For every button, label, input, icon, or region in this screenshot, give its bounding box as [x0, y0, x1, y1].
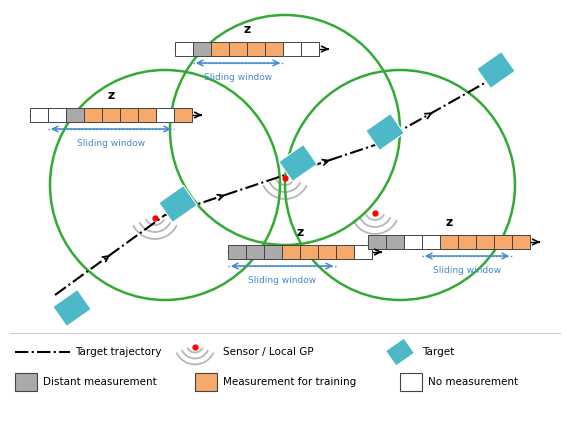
Bar [159, 186, 197, 222]
Bar [386, 338, 414, 366]
Bar [404, 235, 422, 249]
Bar [279, 144, 317, 181]
Text: Measurement for training: Measurement for training [223, 377, 356, 387]
Bar [366, 114, 404, 150]
Bar [175, 42, 193, 56]
Bar [138, 108, 156, 122]
Bar [512, 235, 530, 249]
Text: Sliding window: Sliding window [433, 266, 501, 275]
Text: Sliding window: Sliding window [204, 73, 272, 82]
Bar [246, 245, 264, 259]
Bar [368, 235, 386, 249]
Bar [195, 373, 217, 391]
Bar [229, 42, 247, 56]
Bar [228, 245, 246, 259]
Bar [422, 235, 440, 249]
Text: z: z [243, 23, 251, 36]
Bar [476, 235, 494, 249]
Bar [120, 108, 138, 122]
Bar [264, 245, 282, 259]
Text: No measurement: No measurement [428, 377, 518, 387]
Bar [84, 108, 102, 122]
Bar [301, 42, 319, 56]
Bar [282, 245, 300, 259]
Text: Target trajectory: Target trajectory [75, 347, 161, 357]
Bar [102, 108, 120, 122]
Bar [247, 42, 265, 56]
Bar [477, 52, 515, 89]
Bar [53, 290, 91, 326]
Bar [66, 108, 84, 122]
Bar [300, 245, 318, 259]
Bar [386, 235, 404, 249]
Bar [283, 42, 301, 56]
Text: Target: Target [422, 347, 454, 357]
Text: z: z [107, 89, 115, 102]
Bar [15, 373, 37, 391]
Text: Distant measurement: Distant measurement [43, 377, 157, 387]
Text: Sliding window: Sliding window [77, 139, 145, 148]
Bar [156, 108, 174, 122]
Bar [318, 245, 336, 259]
Text: Sensor / Local GP: Sensor / Local GP [223, 347, 314, 357]
Text: Sliding window: Sliding window [248, 276, 316, 285]
Bar [211, 42, 229, 56]
Bar [400, 373, 422, 391]
Text: z: z [296, 226, 304, 239]
Bar [48, 108, 66, 122]
Bar [174, 108, 192, 122]
Bar [458, 235, 476, 249]
Bar [193, 42, 211, 56]
Bar [440, 235, 458, 249]
Text: z: z [445, 216, 453, 229]
Bar [265, 42, 283, 56]
Bar [336, 245, 354, 259]
Bar [494, 235, 512, 249]
Bar [354, 245, 372, 259]
Bar [30, 108, 48, 122]
